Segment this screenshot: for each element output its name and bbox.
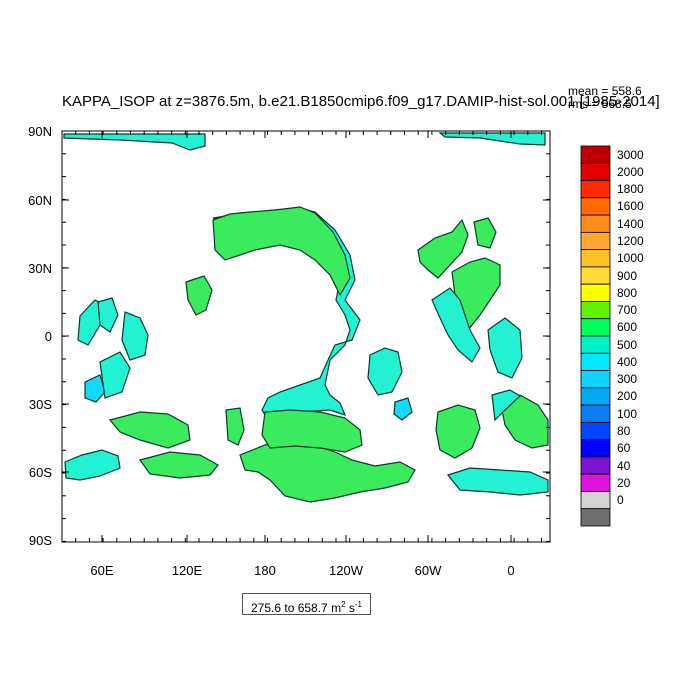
colorbar-label: 2000 <box>617 164 644 179</box>
colorbar-label: 1600 <box>617 199 644 214</box>
colorbar-swatch <box>580 508 611 527</box>
colorbar-swatch <box>580 214 611 233</box>
colorbar-swatch <box>580 387 611 406</box>
north-pacific-patch <box>212 206 351 297</box>
small-blue-patch <box>393 397 413 421</box>
colorbar-label: 80 <box>617 424 631 438</box>
indian-patch-c <box>121 311 149 361</box>
colorbar-label: 1400 <box>617 216 644 231</box>
colorbar-label: 1200 <box>617 234 644 248</box>
green-atlantic-small <box>473 217 497 249</box>
colorbar-swatch <box>580 318 611 337</box>
colorbar-label: 60 <box>617 441 631 456</box>
lon-label-0: 0 <box>507 563 515 578</box>
range-label-box: 275.6 to 658.7 m2 s-1 <box>242 593 371 615</box>
colorbar-swatch <box>580 491 611 510</box>
arctic-strip-east <box>438 132 546 146</box>
colorbar <box>580 145 611 527</box>
north-atlantic-green <box>417 218 469 279</box>
colorbar-swatch <box>580 301 611 320</box>
lon-label-60w: 60W <box>414 563 442 578</box>
southwest-green-a <box>108 411 191 449</box>
colorbar-label: 40 <box>617 458 631 473</box>
africa-east-field <box>487 317 523 379</box>
lon-label-180: 180 <box>254 563 276 578</box>
colorbar-swatch <box>580 473 611 492</box>
east-cyan-strip <box>491 389 521 422</box>
colorbar-swatch <box>580 197 611 216</box>
colorbar-label: 1000 <box>617 251 644 266</box>
colorbar-swatch <box>580 335 611 354</box>
colorbar-swatch <box>580 249 611 268</box>
colorbar-label: 800 <box>617 285 638 300</box>
colorbar-label: 100 <box>617 406 638 421</box>
southwest-cyan-patch <box>64 449 121 481</box>
colorbar-swatch <box>580 456 611 475</box>
lat-label-60n: 60N <box>28 193 52 208</box>
colorbar-label: 0 <box>617 493 624 508</box>
south-atlantic-green <box>435 404 481 459</box>
lon-label-120w: 120W <box>329 563 363 578</box>
range-unit-tail: s <box>345 601 355 615</box>
lat-label-30n: 30N <box>28 261 52 276</box>
mean-stat: mean = 558.6 <box>568 84 642 98</box>
west-pacific-patch <box>185 275 213 316</box>
colorbar-swatch <box>580 180 611 199</box>
rms-stat: rms = 568.5 <box>568 97 632 111</box>
lat-label-0: 0 <box>44 329 52 344</box>
colorbar-swatch <box>580 283 611 302</box>
lon-label-60e: 60E <box>90 563 114 578</box>
lat-label-90n: 90N <box>28 124 52 139</box>
south-atlantic-cyan <box>446 467 549 496</box>
lon-label-120e: 120E <box>171 563 203 578</box>
range-unit-superscript-2: -1 <box>354 600 362 609</box>
southwest-green-c <box>225 407 245 446</box>
arctic-strip-west <box>63 133 206 151</box>
colorbar-label: 20 <box>617 475 631 490</box>
colorbar-swatch <box>580 266 611 285</box>
atlantic-cyan <box>431 287 481 363</box>
southwest-green-b <box>139 451 219 479</box>
colorbar-swatch <box>580 421 611 441</box>
colorbar-swatch <box>580 370 611 389</box>
colorbar-swatch <box>580 162 611 181</box>
lat-label-90s: 90S <box>28 533 52 548</box>
colorbar-swatch <box>580 352 611 371</box>
lat-label-60s: 60S <box>28 465 52 480</box>
field-shading <box>63 132 549 503</box>
lat-label-30s: 30S <box>28 397 52 412</box>
colorbar-label: 900 <box>617 268 638 283</box>
colorbar-label: 1800 <box>617 182 644 197</box>
axis-ticks <box>61 130 550 543</box>
colorbar-swatch <box>580 231 611 251</box>
colorbar-label: 3000 <box>617 147 644 162</box>
plot-title: KAPPA_ISOP at z=3876.5m, b.e21.B1850cmip… <box>62 93 660 110</box>
west-cyan-patch <box>99 351 131 399</box>
south-pacific-green <box>261 409 363 453</box>
range-label-text: 275.6 to 658.7 m <box>251 601 342 615</box>
colorbar-label: 400 <box>617 354 638 369</box>
colorbar-swatch <box>580 404 611 423</box>
colorbar-label: 200 <box>617 389 638 404</box>
colorbar-label: 700 <box>617 303 638 318</box>
mid-atlantic-small <box>367 347 403 396</box>
colorbar-label: 300 <box>617 372 638 387</box>
colorbar-swatch <box>580 439 611 458</box>
indian-patch-b <box>97 297 119 333</box>
west-blue-patch <box>84 374 106 403</box>
colorbar-label: 600 <box>617 320 638 335</box>
east-green-strip <box>499 394 549 449</box>
range-unit-superscript: 2 <box>341 600 346 609</box>
colorbar-label: 500 <box>617 337 638 352</box>
colorbar-swatch <box>580 145 611 164</box>
